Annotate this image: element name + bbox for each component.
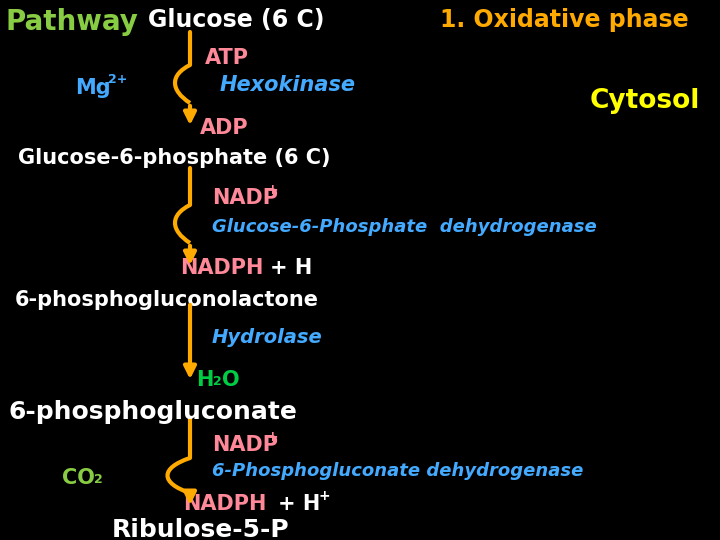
Text: O: O [222,370,240,390]
Text: 2+: 2+ [108,73,127,86]
Text: Glucose-6-phosphate (6 C): Glucose-6-phosphate (6 C) [18,148,330,168]
Text: + H: + H [270,258,312,278]
Text: ADP: ADP [200,118,248,138]
Text: 2: 2 [94,473,103,486]
Text: Cytosol: Cytosol [590,88,701,114]
Text: H: H [196,370,213,390]
Text: 6-phosphogluconolactone: 6-phosphogluconolactone [15,290,319,310]
Text: Mg: Mg [75,78,111,98]
Text: 1. Oxidative phase: 1. Oxidative phase [440,8,688,32]
Text: Pathway: Pathway [5,8,138,36]
Text: NADP: NADP [212,188,278,208]
Text: ATP: ATP [205,48,249,68]
Text: Ribulose-5-P: Ribulose-5-P [112,518,289,540]
Text: 6-phosphogluconate: 6-phosphogluconate [8,400,297,424]
Text: +: + [318,489,330,503]
Text: Hexokinase: Hexokinase [220,75,356,95]
Text: Glucose-6-Phosphate  dehydrogenase: Glucose-6-Phosphate dehydrogenase [212,218,597,236]
Text: NADPH: NADPH [183,494,266,514]
Text: +: + [267,183,279,197]
Text: 2: 2 [213,375,222,388]
Text: +: + [267,430,279,444]
Text: 6-Phosphogluconate dehydrogenase: 6-Phosphogluconate dehydrogenase [212,462,583,480]
Text: + H: + H [278,494,320,514]
Text: NADP: NADP [212,435,278,455]
Text: Glucose (6 C): Glucose (6 C) [148,8,325,32]
Text: NADPH: NADPH [180,258,264,278]
Text: Hydrolase: Hydrolase [212,328,323,347]
Text: CO: CO [62,468,95,488]
